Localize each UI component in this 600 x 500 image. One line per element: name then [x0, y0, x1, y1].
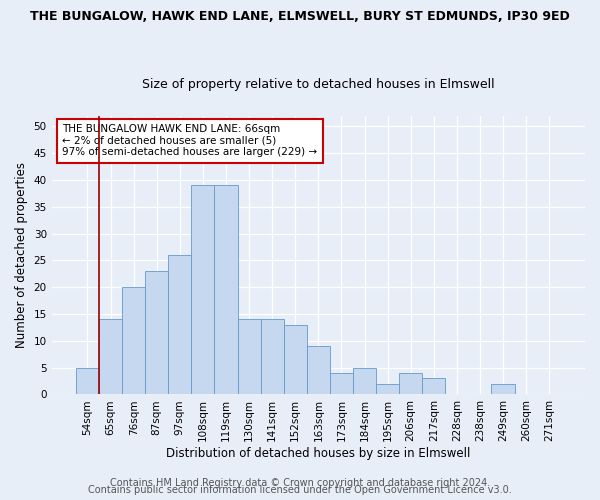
- Bar: [238, 320, 260, 394]
- Bar: [191, 186, 214, 394]
- Text: THE BUNGALOW HAWK END LANE: 66sqm
← 2% of detached houses are smaller (5)
97% of: THE BUNGALOW HAWK END LANE: 66sqm ← 2% o…: [62, 124, 317, 158]
- Bar: [399, 373, 422, 394]
- Bar: [145, 271, 168, 394]
- Title: Size of property relative to detached houses in Elmswell: Size of property relative to detached ho…: [142, 78, 494, 91]
- Bar: [491, 384, 515, 394]
- Bar: [168, 255, 191, 394]
- Text: Contains HM Land Registry data © Crown copyright and database right 2024.: Contains HM Land Registry data © Crown c…: [110, 478, 490, 488]
- Text: THE BUNGALOW, HAWK END LANE, ELMSWELL, BURY ST EDMUNDS, IP30 9ED: THE BUNGALOW, HAWK END LANE, ELMSWELL, B…: [30, 10, 570, 23]
- Bar: [99, 320, 122, 394]
- Bar: [353, 368, 376, 394]
- Bar: [284, 325, 307, 394]
- Bar: [307, 346, 330, 395]
- Bar: [76, 368, 99, 394]
- Bar: [376, 384, 399, 394]
- Bar: [422, 378, 445, 394]
- Bar: [260, 320, 284, 394]
- Bar: [214, 186, 238, 394]
- Bar: [330, 373, 353, 394]
- Bar: [122, 288, 145, 395]
- Text: Contains public sector information licensed under the Open Government Licence v3: Contains public sector information licen…: [88, 485, 512, 495]
- X-axis label: Distribution of detached houses by size in Elmswell: Distribution of detached houses by size …: [166, 447, 470, 460]
- Y-axis label: Number of detached properties: Number of detached properties: [15, 162, 28, 348]
